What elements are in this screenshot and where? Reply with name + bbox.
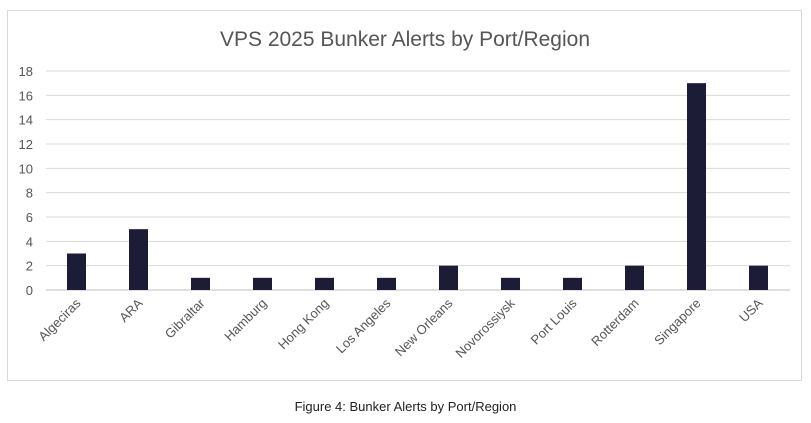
y-tick-label: 0	[26, 283, 33, 298]
x-tick-label: Hong Kong	[275, 296, 332, 353]
bar-hamburg	[253, 277, 272, 290]
y-tick-label: 12	[19, 137, 33, 152]
bar-los-angeles	[377, 277, 396, 290]
y-tick-label: 8	[26, 186, 33, 201]
x-tick-label: Los Angeles	[333, 295, 394, 356]
y-tick-label: 10	[19, 161, 33, 176]
bar-rotterdam	[625, 265, 644, 290]
bar-gibraltar	[191, 277, 210, 290]
bar-new-orleans	[439, 265, 458, 290]
x-tick-label: Gibraltar	[162, 295, 208, 341]
figure-caption: Figure 4: Bunker Alerts by Port/Region	[294, 399, 517, 414]
x-tick-label: Singapore	[651, 296, 704, 349]
y-tick-label: 14	[19, 113, 33, 128]
x-tick-label: Hamburg	[221, 296, 269, 344]
y-tick-label: 4	[26, 234, 33, 249]
y-tick-label: 6	[26, 210, 33, 225]
chart-title: VPS 2025 Bunker Alerts by Port/Region	[220, 28, 590, 51]
x-tick-label: ARA	[116, 295, 146, 325]
y-tick-label: 2	[26, 259, 33, 274]
bar-usa	[749, 265, 768, 290]
bar-novorossiysk	[501, 277, 520, 290]
bar-singapore	[687, 83, 706, 291]
bar-port-louis	[563, 277, 582, 290]
x-tick-label: Rotterdam	[588, 296, 642, 350]
chart-frame	[7, 10, 802, 381]
x-tick-label: Novorossiysk	[452, 295, 518, 361]
y-tick-label: 16	[19, 88, 33, 103]
bar-algeciras	[67, 253, 86, 290]
x-tick-label: Algeciras	[35, 295, 84, 344]
bar-hong-kong	[315, 277, 334, 290]
x-tick-label: Port Louis	[528, 295, 580, 347]
x-tick-label: USA	[736, 295, 766, 325]
x-tick-label: New Orleans	[392, 295, 456, 359]
bar-ara	[129, 229, 148, 290]
y-tick-label: 18	[19, 64, 33, 79]
